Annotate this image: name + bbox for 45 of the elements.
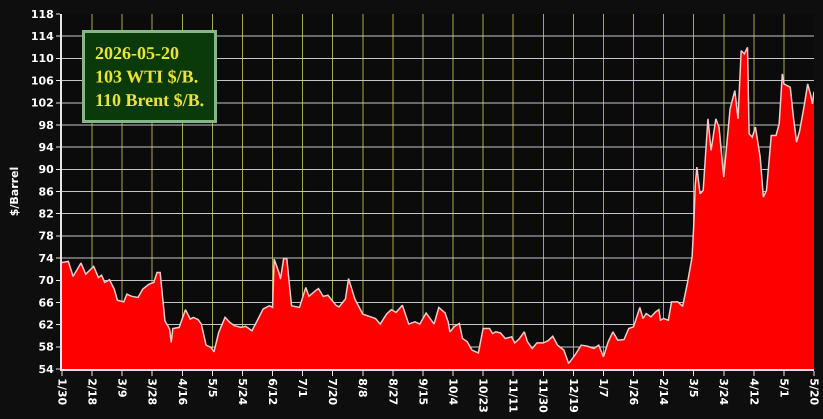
x-tick-label: 8/27 <box>386 378 400 406</box>
x-tick-label: 2/14 <box>657 378 670 406</box>
y-tick-label: 102 <box>30 96 54 110</box>
y-tick-label: 70 <box>38 274 54 288</box>
y-tick-label: 114 <box>30 30 54 44</box>
y-axis-title: $/Barrel <box>8 166 21 216</box>
y-tick-label: 74 <box>38 252 54 265</box>
x-tick-label: 9/15 <box>416 378 430 406</box>
x-tick-label: 5/20 <box>807 378 820 406</box>
y-tick-label: 58 <box>38 340 54 354</box>
x-tick-label: 11/11 <box>506 378 520 413</box>
y-tick-label: 86 <box>38 185 54 198</box>
x-tick-label: 4/16 <box>176 378 189 406</box>
y-tick-label: 82 <box>38 208 54 221</box>
x-tick-label: 3/28 <box>146 378 159 406</box>
y-tick-label: 66 <box>38 296 54 310</box>
x-tick-label: 3/5 <box>687 378 700 398</box>
x-tick-label: 7/1 <box>296 378 310 398</box>
x-tick-label: 4/12 <box>747 378 760 406</box>
y-tick-label: 106 <box>30 74 54 88</box>
y-tick-label: 94 <box>38 140 54 154</box>
x-tick-label: 10/23 <box>476 378 490 413</box>
y-tick-label: 110 <box>30 52 54 66</box>
x-tick-label: 8/8 <box>356 378 370 398</box>
x-tick-label: 7/20 <box>326 378 340 406</box>
y-tick-label: 98 <box>38 118 54 132</box>
x-tick-label: 11/30 <box>536 378 550 414</box>
x-tick-label: 3/9 <box>116 378 129 398</box>
x-tick-label: 1/7 <box>596 378 610 398</box>
x-tick-label: 10/4 <box>446 378 460 406</box>
x-tick-label: 3/24 <box>717 378 730 406</box>
y-tick-label: 78 <box>38 230 54 243</box>
annotation: 2026-05-20 103 WTI $/B. 110 Brent $/B. <box>95 43 204 110</box>
y-tick-label: 118 <box>30 8 54 21</box>
x-tick-label: 5/24 <box>236 378 249 406</box>
x-tick-label: 6/12 <box>266 378 279 406</box>
x-tick-label: 5/1 <box>777 378 790 398</box>
x-tick-label: 5/5 <box>206 378 219 398</box>
x-tick-label: 1/26 <box>626 378 640 406</box>
y-tick-label: 90 <box>38 163 54 176</box>
y-tick-label: 54 <box>38 362 54 376</box>
x-tick-label: 1/30 <box>55 378 68 406</box>
y-tick-label: 62 <box>38 318 54 332</box>
x-tick-label: 2/18 <box>86 378 99 406</box>
x-tick-label: 12/19 <box>566 378 580 413</box>
